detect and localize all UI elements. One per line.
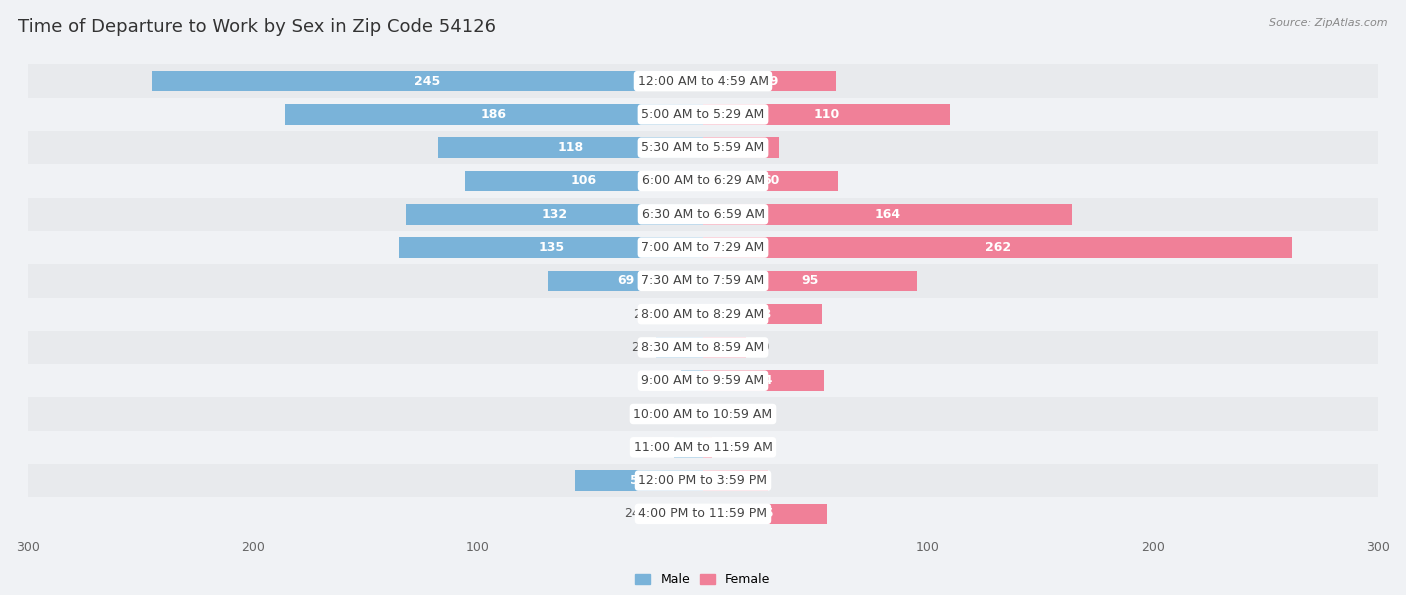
- Text: 69: 69: [617, 274, 634, 287]
- Bar: [703, 204, 1071, 224]
- Bar: [28, 397, 1378, 431]
- Bar: [399, 237, 703, 258]
- Text: 60: 60: [762, 174, 779, 187]
- Bar: [703, 137, 779, 158]
- Text: Source: ZipAtlas.com: Source: ZipAtlas.com: [1270, 18, 1388, 28]
- Bar: [28, 364, 1378, 397]
- Bar: [658, 304, 703, 324]
- Bar: [703, 337, 745, 358]
- Text: 21: 21: [631, 341, 647, 354]
- Bar: [703, 437, 711, 458]
- Bar: [28, 331, 1378, 364]
- Bar: [575, 470, 703, 491]
- Bar: [28, 431, 1378, 464]
- Bar: [28, 164, 1378, 198]
- Bar: [28, 264, 1378, 298]
- Text: 9:00 AM to 9:59 AM: 9:00 AM to 9:59 AM: [641, 374, 765, 387]
- Bar: [548, 271, 703, 291]
- Text: 118: 118: [557, 141, 583, 154]
- Text: 12:00 PM to 3:59 PM: 12:00 PM to 3:59 PM: [638, 474, 768, 487]
- Bar: [681, 371, 703, 391]
- Bar: [437, 137, 703, 158]
- Text: 106: 106: [571, 174, 596, 187]
- Text: 20: 20: [633, 308, 650, 321]
- Text: 4: 4: [721, 441, 728, 454]
- Text: 11:00 AM to 11:59 AM: 11:00 AM to 11:59 AM: [634, 441, 772, 454]
- Bar: [464, 171, 703, 192]
- Bar: [28, 98, 1378, 131]
- Bar: [703, 171, 838, 192]
- Text: 8:00 AM to 8:29 AM: 8:00 AM to 8:29 AM: [641, 308, 765, 321]
- Text: 135: 135: [538, 241, 564, 254]
- Text: 55: 55: [756, 508, 773, 521]
- Text: 186: 186: [481, 108, 506, 121]
- Bar: [650, 503, 703, 524]
- Text: 132: 132: [541, 208, 568, 221]
- Text: 262: 262: [984, 241, 1011, 254]
- Bar: [406, 204, 703, 224]
- Bar: [703, 304, 823, 324]
- Text: 7:30 AM to 7:59 AM: 7:30 AM to 7:59 AM: [641, 274, 765, 287]
- Text: 12:00 AM to 4:59 AM: 12:00 AM to 4:59 AM: [637, 74, 769, 87]
- Text: 57: 57: [630, 474, 648, 487]
- Text: 6:00 AM to 6:29 AM: 6:00 AM to 6:29 AM: [641, 174, 765, 187]
- Bar: [28, 64, 1378, 98]
- Bar: [28, 231, 1378, 264]
- Text: 6:30 AM to 6:59 AM: 6:30 AM to 6:59 AM: [641, 208, 765, 221]
- Text: 8:30 AM to 8:59 AM: 8:30 AM to 8:59 AM: [641, 341, 765, 354]
- Bar: [28, 298, 1378, 331]
- Text: 29: 29: [727, 474, 744, 487]
- Bar: [703, 470, 768, 491]
- Text: 10: 10: [655, 374, 672, 387]
- Bar: [28, 131, 1378, 164]
- Text: 7:00 AM to 7:29 AM: 7:00 AM to 7:29 AM: [641, 241, 765, 254]
- Bar: [703, 71, 835, 92]
- Bar: [703, 271, 917, 291]
- Bar: [673, 437, 703, 458]
- Text: 10:00 AM to 10:59 AM: 10:00 AM to 10:59 AM: [634, 408, 772, 421]
- Text: 5:00 AM to 5:29 AM: 5:00 AM to 5:29 AM: [641, 108, 765, 121]
- Text: 0: 0: [686, 408, 695, 421]
- Text: 59: 59: [761, 74, 778, 87]
- Text: 13: 13: [650, 441, 665, 454]
- Text: 110: 110: [814, 108, 839, 121]
- Text: 24: 24: [624, 508, 640, 521]
- Bar: [152, 71, 703, 92]
- Text: 164: 164: [875, 208, 900, 221]
- Text: 95: 95: [801, 274, 818, 287]
- Text: 54: 54: [755, 374, 772, 387]
- Bar: [703, 403, 717, 424]
- Text: Time of Departure to Work by Sex in Zip Code 54126: Time of Departure to Work by Sex in Zip …: [18, 18, 496, 36]
- Text: 53: 53: [754, 308, 772, 321]
- Bar: [703, 371, 824, 391]
- Bar: [28, 497, 1378, 531]
- Text: 34: 34: [733, 141, 749, 154]
- Bar: [28, 198, 1378, 231]
- Bar: [28, 464, 1378, 497]
- Text: 4:00 PM to 11:59 PM: 4:00 PM to 11:59 PM: [638, 508, 768, 521]
- Legend: Male, Female: Male, Female: [630, 568, 776, 591]
- Bar: [703, 237, 1292, 258]
- Bar: [703, 104, 950, 125]
- Bar: [703, 503, 827, 524]
- Text: 5:30 AM to 5:59 AM: 5:30 AM to 5:59 AM: [641, 141, 765, 154]
- Text: 6: 6: [725, 408, 734, 421]
- Bar: [655, 337, 703, 358]
- Text: 19: 19: [755, 341, 770, 354]
- Text: 245: 245: [415, 74, 440, 87]
- Bar: [284, 104, 703, 125]
